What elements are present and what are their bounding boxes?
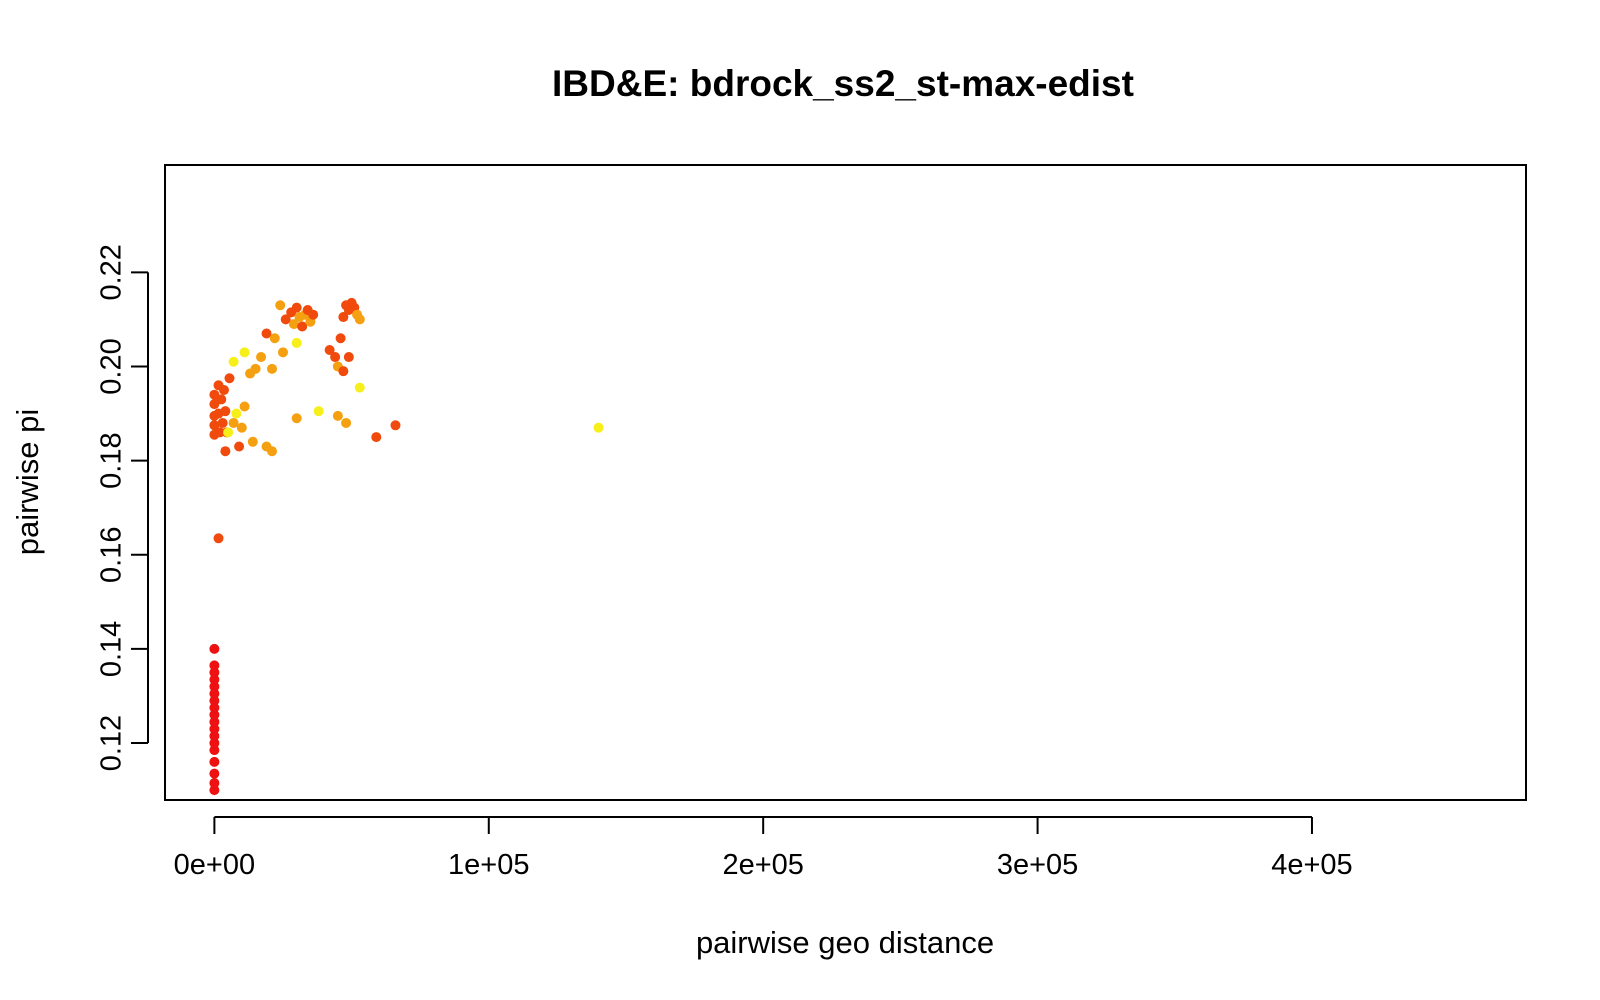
data-point xyxy=(275,300,286,311)
data-point xyxy=(209,667,220,678)
data-point xyxy=(354,314,365,325)
data-point xyxy=(209,695,220,706)
data-point xyxy=(297,321,308,332)
x-tick-label: 0e+00 xyxy=(174,849,255,881)
plot-frame xyxy=(164,164,1527,801)
x-axis: 0e+00 1e+05 2e+05 3e+05 4e+05 xyxy=(174,816,1353,881)
data-point xyxy=(209,688,220,699)
data-point xyxy=(250,363,261,374)
data-point xyxy=(209,768,220,779)
y-tick-label: 0.22 xyxy=(96,244,128,300)
data-point xyxy=(209,709,220,720)
data-point xyxy=(308,309,319,320)
data-point xyxy=(261,328,272,339)
data-point xyxy=(209,681,220,692)
y-axis: 0.12 0.14 0.16 0.18 0.20 0.22 xyxy=(96,244,149,771)
data-point xyxy=(209,778,220,789)
data-point xyxy=(213,380,224,391)
data-point xyxy=(209,702,220,713)
x-tick-label: 3e+05 xyxy=(997,849,1078,881)
y-tick-label: 0.16 xyxy=(96,527,128,583)
data-point xyxy=(209,745,220,756)
x-tick-label: 1e+05 xyxy=(448,849,529,881)
data-point xyxy=(209,738,220,749)
data-point xyxy=(234,441,245,452)
data-point xyxy=(277,347,288,358)
data-point xyxy=(390,420,401,431)
data-point xyxy=(231,408,242,419)
x-tick-label: 2e+05 xyxy=(722,849,803,881)
data-point xyxy=(269,333,280,344)
chart-title: IBD&E: bdrock_ss2_st-max-edist xyxy=(552,63,1134,104)
data-point xyxy=(338,312,349,323)
data-point xyxy=(214,427,225,438)
data-point xyxy=(213,533,224,544)
data-point xyxy=(335,333,346,344)
x-axis-label: pairwise geo distance xyxy=(696,925,994,960)
data-point xyxy=(332,410,343,421)
data-point xyxy=(330,352,341,363)
data-point xyxy=(209,674,220,685)
data-point xyxy=(371,432,382,443)
data-point xyxy=(228,356,239,367)
data-point xyxy=(341,417,352,428)
data-point xyxy=(267,363,278,374)
data-point xyxy=(209,660,220,671)
data-points xyxy=(209,297,604,796)
data-point xyxy=(324,344,335,355)
data-point xyxy=(239,401,250,412)
data-point xyxy=(343,352,354,363)
data-point xyxy=(209,389,220,400)
data-point xyxy=(256,352,267,363)
data-point xyxy=(209,420,220,431)
x-tick-label: 4e+05 xyxy=(1271,849,1352,881)
y-tick-label: 0.14 xyxy=(96,621,128,677)
y-tick-label: 0.20 xyxy=(96,338,128,394)
data-point xyxy=(223,427,234,438)
data-point xyxy=(217,417,228,428)
data-point xyxy=(354,382,365,393)
data-point xyxy=(291,302,302,313)
data-point xyxy=(220,446,231,457)
data-point xyxy=(236,422,247,433)
data-point xyxy=(247,436,258,447)
data-point xyxy=(209,723,220,734)
data-point xyxy=(239,347,250,358)
data-point xyxy=(209,785,220,796)
data-point xyxy=(209,643,220,654)
data-point xyxy=(338,366,349,377)
y-tick-label: 0.12 xyxy=(96,715,128,771)
data-point xyxy=(209,730,220,741)
data-point xyxy=(220,406,231,417)
data-point xyxy=(313,406,324,417)
data-point xyxy=(291,413,302,424)
data-point xyxy=(224,373,235,384)
y-tick-label: 0.18 xyxy=(96,432,128,488)
data-point xyxy=(593,422,604,433)
y-axis-label: pairwise pi xyxy=(10,409,45,555)
data-point xyxy=(209,716,220,727)
data-point xyxy=(288,319,299,330)
data-point xyxy=(267,446,278,457)
data-point xyxy=(209,756,220,767)
data-point xyxy=(228,417,239,428)
data-point xyxy=(280,314,291,325)
data-point xyxy=(291,337,302,348)
